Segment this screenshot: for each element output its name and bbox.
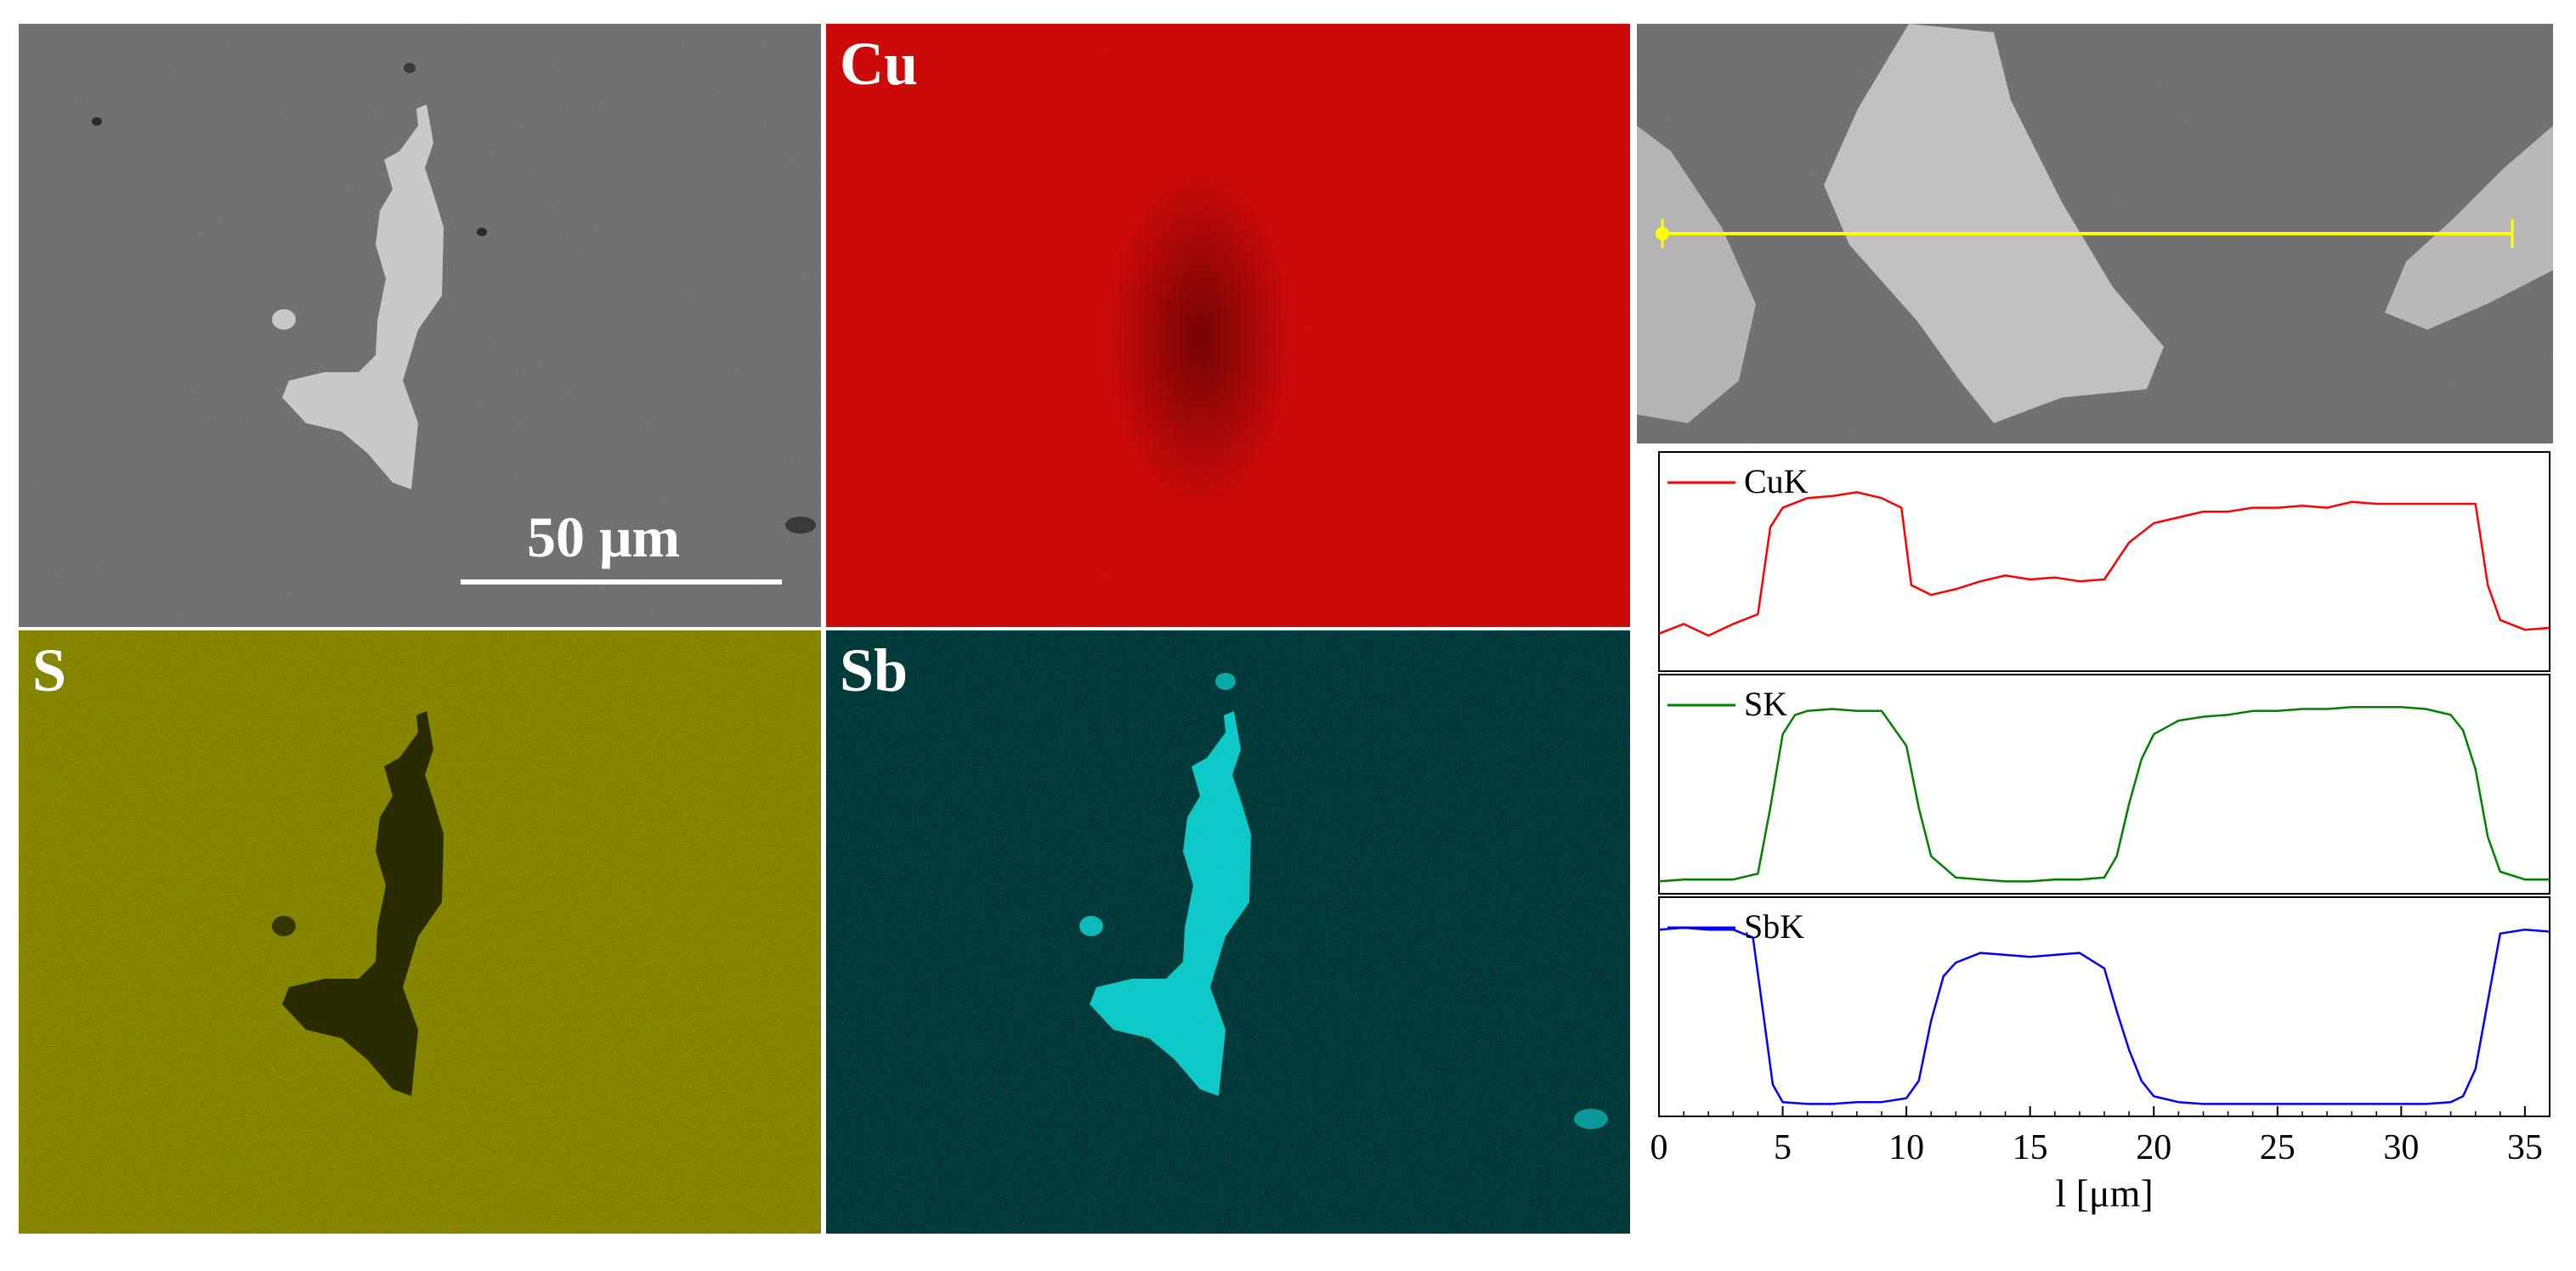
x-tick-label: 0: [1650, 1128, 1668, 1167]
x-tick-label: 30: [2383, 1128, 2419, 1167]
profile-panel-frame: [1658, 451, 2551, 672]
profile-panel-frame: [1658, 896, 2551, 1117]
x-tick-label: 25: [2260, 1128, 2296, 1167]
sb-map-panel: Sb: [826, 630, 1630, 1234]
sb-map-label: Sb: [840, 636, 909, 704]
scale-bar: [461, 579, 782, 585]
scale-bar-label: 50 μm: [527, 505, 681, 569]
profile-line-cuk: [1658, 491, 2551, 637]
sem-image: [19, 24, 821, 627]
linescan-sem-panel: [1637, 24, 2553, 443]
sb-map: [826, 630, 1630, 1234]
s-map-panel: S: [19, 630, 821, 1234]
sb-rich-grain: [1090, 711, 1251, 1096]
sem-pore: [477, 228, 487, 236]
line-profile-svg: CuK SK SbK 0 5 10 15 20 25 30 35 l [μm]: [1650, 451, 2551, 1215]
profile-line-sk: [1658, 705, 2550, 883]
line-profile-chart: CuK SK SbK 0 5 10 15 20 25 30 35 l [μm]: [1635, 449, 2553, 1267]
cu-map-label: Cu: [840, 30, 919, 98]
sem-pore: [785, 517, 816, 534]
sem-phase-grain: [282, 105, 444, 489]
legend-label-sbk: SbK: [1744, 907, 1804, 946]
sem-pore: [92, 117, 102, 126]
s-depleted-grain: [282, 711, 444, 1096]
cu-map-panel: Cu: [826, 24, 1630, 627]
profile-line-sbk: [1658, 926, 2551, 1105]
x-tick-label: 15: [2013, 1128, 2048, 1167]
x-axis-label: l [μm]: [2055, 1172, 2153, 1215]
sem-image-panel: 50 μm: [19, 24, 821, 627]
x-tick-label: 20: [2136, 1128, 2171, 1167]
x-tick-label: 35: [2507, 1128, 2543, 1167]
legend-label-sk: SK: [1744, 685, 1787, 723]
legend-label-cuk: CuK: [1744, 462, 1809, 500]
x-tick-label: 5: [1774, 1128, 1792, 1167]
linescan-sem-image: [1637, 24, 2553, 443]
s-map: [19, 630, 821, 1234]
cu-map: [826, 24, 1630, 627]
s-map-label: S: [32, 636, 67, 704]
sem-phase-inclusion: [272, 309, 296, 330]
x-tick-label: 10: [1888, 1128, 1924, 1167]
sem-pore: [404, 63, 416, 73]
